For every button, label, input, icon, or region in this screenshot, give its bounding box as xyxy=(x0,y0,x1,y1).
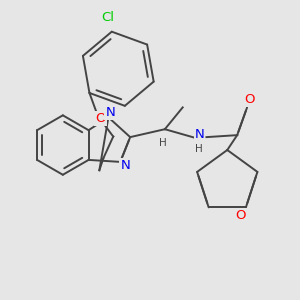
Text: H: H xyxy=(159,138,167,148)
Text: H: H xyxy=(195,144,203,154)
Text: N: N xyxy=(195,128,204,141)
Text: O: O xyxy=(236,209,246,222)
Text: O: O xyxy=(95,112,106,125)
Text: N: N xyxy=(106,106,115,119)
Text: O: O xyxy=(244,93,254,106)
Text: Cl: Cl xyxy=(101,11,114,24)
Text: N: N xyxy=(120,159,130,172)
